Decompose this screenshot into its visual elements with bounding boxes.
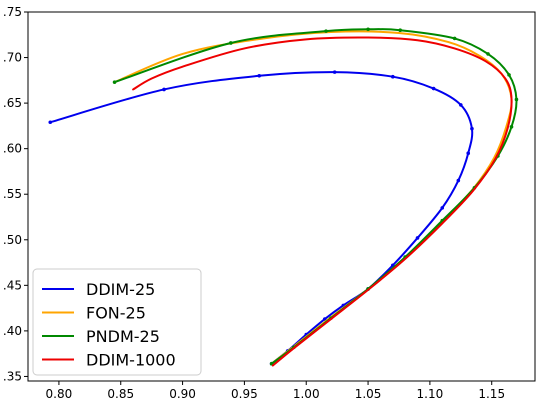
legend-label: DDIM-25 [86,280,155,299]
series-line [132,36,513,367]
x-tick-label: 0.85 [107,387,134,401]
data-point [322,317,327,321]
x-tick-label: 0.90 [169,387,196,401]
y-tick-label: .65 [3,96,22,110]
data-point [466,151,471,156]
y-tick-label: .45 [3,278,22,292]
legend-label: FON-25 [86,304,146,323]
legend-label: PNDM-25 [86,327,160,346]
y-tick-label: .55 [3,187,22,201]
y-tick-label: .35 [3,369,22,383]
data-point [366,27,370,32]
legend-box [32,268,202,376]
data-point [398,28,403,33]
y-axis: .35 .40 .45 .50 .55 .60 .65 .70 .75 [3,5,28,383]
data-point [459,103,463,107]
data-point [324,29,328,33]
data-point [456,178,461,183]
x-tick-label: 1.15 [478,387,505,401]
data-point [390,74,395,79]
data-point [452,36,457,41]
x-tick-label: 0.95 [231,387,258,401]
plot-frame [27,11,536,382]
data-point [470,126,474,131]
data-point [507,73,511,77]
x-tick-label: 1.00 [293,387,320,401]
data-point [112,80,117,84]
x-tick-label: 1.10 [417,387,444,401]
x-tick-label: 0.80 [46,387,73,401]
y-tick-label: .50 [3,233,22,247]
data-point [415,236,420,240]
data-point [440,206,445,210]
data-point [514,97,519,102]
x-axis: 0.80 0.85 0.90 0.95 1.00 1.05 1.10 1.15 [46,381,505,401]
data-point [332,70,337,74]
y-tick-label: .40 [3,324,22,338]
series-ddim-1000 [132,36,513,367]
y-tick-label: .70 [3,51,22,65]
y-tick-label: .75 [3,5,22,19]
data-point [162,87,166,92]
data-point [486,52,490,56]
x-tick-label: 1.05 [355,387,382,401]
data-point [257,73,262,78]
data-point [48,120,53,125]
data-point [229,41,233,45]
legend: DDIM-25 FON-25 PNDM-25 DDIM-1000 [32,268,202,376]
data-point [509,125,514,129]
legend-label: DDIM-1000 [86,351,176,370]
series-layer [48,27,519,367]
y-tick-label: .60 [3,142,22,156]
data-point [431,86,436,91]
